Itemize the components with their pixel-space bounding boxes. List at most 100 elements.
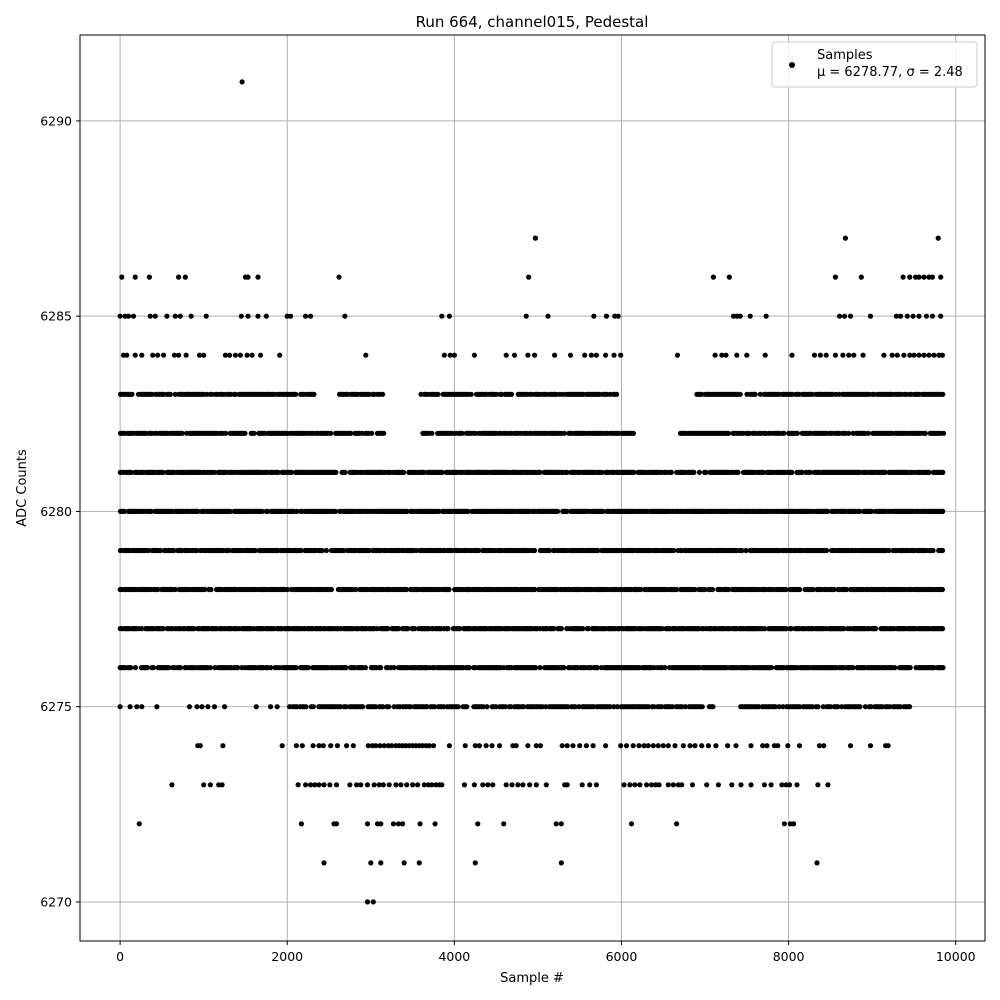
data-point (768, 782, 774, 788)
data-point (762, 626, 768, 632)
data-point (938, 313, 944, 319)
data-point (696, 469, 703, 475)
data-point (380, 391, 386, 397)
data-point (543, 782, 549, 788)
data-point (223, 430, 229, 436)
data-point (824, 547, 830, 554)
data-point (391, 665, 397, 671)
data-point (435, 391, 441, 397)
data-point (429, 782, 435, 788)
data-point (310, 704, 316, 710)
data-point (274, 704, 280, 710)
data-point (772, 704, 779, 710)
data-point (850, 665, 856, 671)
data-point (263, 313, 269, 319)
data-point (316, 743, 322, 749)
data-point (338, 704, 344, 710)
data-point (117, 704, 123, 710)
data-point (328, 743, 334, 749)
data-point (638, 586, 644, 593)
data-point (794, 430, 801, 436)
data-point (432, 821, 438, 827)
data-point (171, 547, 177, 554)
legend-marker (789, 62, 795, 68)
data-point (846, 352, 852, 358)
plot-frame (79, 34, 986, 942)
data-point (344, 743, 350, 749)
data-point (493, 391, 499, 397)
data-point (577, 743, 583, 749)
data-point (738, 782, 744, 788)
data-point (275, 469, 281, 475)
data-point (252, 547, 258, 554)
data-point (464, 704, 470, 710)
data-point (462, 743, 468, 749)
data-point (533, 665, 539, 671)
data-point (472, 860, 478, 866)
data-point (128, 665, 134, 671)
data-point (268, 665, 274, 671)
data-point (328, 430, 334, 436)
data-point (733, 743, 739, 749)
data-point (366, 547, 372, 554)
data-point (567, 352, 574, 358)
data-point (537, 469, 543, 475)
data-point (559, 743, 565, 749)
data-point (119, 274, 125, 280)
data-point (257, 352, 264, 358)
data-point (858, 274, 864, 280)
data-point (907, 274, 913, 280)
data-point (929, 274, 936, 280)
data-point (476, 547, 482, 554)
legend-box (771, 41, 978, 88)
data-point (662, 665, 668, 671)
data-point (734, 352, 740, 358)
data-point (564, 743, 570, 749)
data-point (579, 782, 585, 788)
data-point (303, 313, 309, 319)
data-point (177, 665, 183, 671)
data-point (590, 743, 596, 749)
data-point (233, 391, 239, 397)
data-point (410, 782, 416, 788)
y-tick-label: 6275 (40, 699, 72, 714)
data-point (436, 508, 442, 514)
data-point (319, 547, 325, 554)
data-point (587, 782, 593, 788)
data-point (710, 274, 717, 280)
data-point (117, 313, 123, 319)
data-point (149, 391, 155, 397)
data-point (523, 313, 529, 319)
data-point (558, 860, 564, 866)
data-point (651, 704, 657, 710)
data-point (760, 743, 766, 749)
data-point (310, 743, 316, 749)
data-point (255, 313, 261, 319)
data-point (343, 665, 349, 671)
data-point (882, 469, 888, 475)
data-point (603, 743, 609, 749)
data-point (570, 743, 576, 749)
data-point (789, 391, 795, 397)
data-point (726, 274, 732, 280)
data-point (503, 352, 509, 358)
data-point (471, 352, 477, 358)
data-point (430, 743, 437, 749)
data-point (412, 626, 418, 632)
data-point (869, 508, 875, 514)
data-point (923, 313, 930, 319)
data-point (150, 665, 156, 671)
data-point (333, 782, 340, 788)
data-point (139, 704, 145, 710)
data-point (445, 626, 451, 632)
data-point (374, 626, 380, 632)
axis-ticks: 0 2000 4000 6000 8000 10000 6270 6275 6280 6285 62… (40, 113, 975, 964)
data-point (446, 743, 452, 749)
data-point (421, 782, 427, 788)
data-point (846, 430, 852, 436)
data-point (127, 704, 133, 710)
data-point (940, 469, 946, 475)
data-point (867, 313, 874, 319)
data-point (235, 665, 241, 671)
data-point (837, 313, 843, 319)
